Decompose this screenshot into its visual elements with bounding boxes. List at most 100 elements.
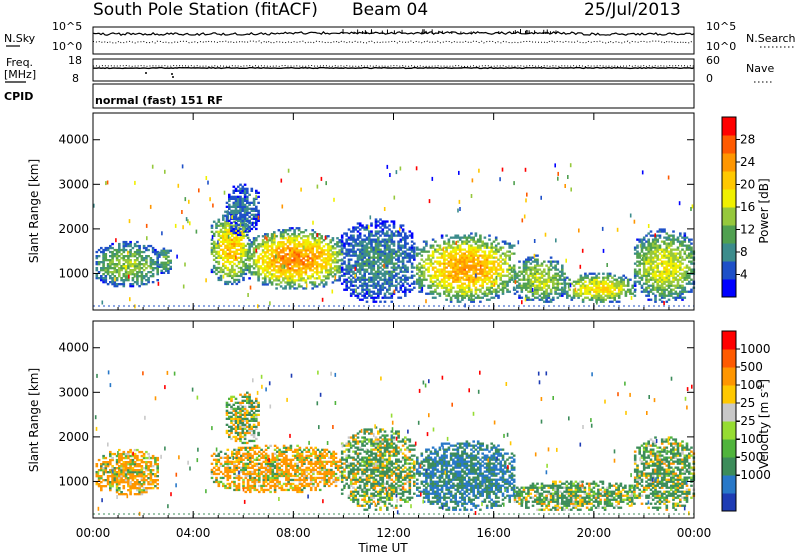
echo-cell: [488, 290, 491, 293]
echo-cell: [147, 265, 150, 268]
echo-cell: [443, 256, 446, 259]
echo-cell: [347, 264, 351, 267]
echo-cell: [347, 280, 351, 283]
echo-cell: [164, 253, 168, 256]
echo-cell: [306, 259, 310, 262]
echo-cell: [688, 244, 691, 247]
echo-cell: [588, 272, 592, 275]
echo-cell: [586, 288, 589, 291]
echo-cell: [572, 290, 576, 293]
echo-cell: [244, 250, 248, 253]
echo-cell: [558, 274, 562, 277]
echo-cell: [273, 263, 276, 266]
echo-cell: [160, 269, 163, 272]
echo-cell: [120, 491, 123, 494]
echo-cell: [372, 282, 376, 285]
echo-cell: [665, 262, 669, 265]
echo-cell: [556, 274, 560, 277]
echo-cell: [645, 274, 648, 277]
echo-cell: [418, 262, 421, 265]
echo-cell: [133, 269, 137, 272]
echo-cell: [306, 243, 310, 246]
echo-cell: [640, 244, 644, 247]
echo-cell: [322, 261, 326, 264]
echo-cell: [215, 230, 218, 233]
echo-cell: [95, 263, 99, 266]
echo-cell: [215, 242, 218, 245]
echo-cell: [210, 268, 214, 272]
echo-cell: [581, 298, 585, 301]
echo-cell: [651, 282, 655, 285]
echo-cell: [270, 233, 274, 236]
echo-cell: [645, 288, 648, 291]
echo-cell: [374, 274, 378, 277]
echo-cell: [490, 286, 493, 289]
echo-point: [531, 287, 534, 292]
echo-cell: [261, 235, 265, 238]
echo-cell: [651, 268, 655, 271]
echo-cell: [516, 276, 519, 279]
echo-cell: [261, 263, 265, 266]
echo-cell: [320, 279, 323, 282]
echo-cell: [210, 252, 214, 255]
echo-cell: [120, 477, 123, 480]
echo-cell: [239, 233, 242, 237]
echo-cell: [527, 282, 530, 285]
echo-cell: [340, 250, 344, 253]
echo-cell: [315, 277, 319, 280]
echo-cell: [356, 254, 360, 257]
echo-cell: [109, 483, 112, 486]
echo-cell: [620, 292, 623, 295]
echo-cell: [118, 469, 121, 472]
echo-cell: [483, 280, 487, 283]
y-tick-label: 1000: [58, 266, 89, 280]
echo-cell: [95, 269, 99, 272]
echo-cell: [474, 292, 478, 295]
echo-cell: [434, 266, 437, 269]
echo-cell: [554, 264, 557, 267]
echo-cell: [540, 296, 544, 299]
echo-cell: [120, 279, 123, 282]
echo-cell: [458, 256, 462, 259]
echo-cell: [231, 238, 234, 241]
echo-cell: [133, 281, 137, 284]
echo-cell: [397, 256, 400, 259]
echo-point: [574, 287, 577, 292]
echo-cell: [538, 294, 542, 297]
echo-cell: [622, 282, 625, 285]
echo-cell: [529, 274, 533, 277]
echo-cell: [392, 268, 396, 271]
echo-cell: [672, 230, 675, 233]
echo-cell: [109, 487, 112, 490]
echo-cell: [670, 250, 673, 253]
echo-cell: [333, 279, 337, 282]
echo-cell: [685, 248, 689, 251]
echo-cell: [95, 255, 99, 258]
echo-cell: [140, 275, 144, 278]
echo-cell: [122, 248, 126, 252]
echo-cell: [156, 265, 159, 268]
echo-cell: [109, 267, 112, 270]
echo-cell: [217, 254, 221, 257]
echo-cell: [361, 298, 364, 301]
echo-cell: [327, 269, 330, 272]
echo-cell: [395, 272, 398, 275]
echo-cell: [599, 290, 603, 293]
echo-cell: [656, 270, 659, 273]
echo-cell: [120, 277, 123, 280]
echo-cell: [226, 256, 230, 259]
echo-cell: [467, 258, 471, 261]
echo-cell: [545, 282, 548, 285]
echo-cell: [379, 254, 382, 257]
echo-cell: [681, 236, 684, 239]
echo-cell: [241, 217, 245, 220]
echo-cell: [474, 252, 478, 255]
echo-cell: [647, 292, 650, 295]
echo-cell: [264, 251, 267, 254]
echo-cell: [358, 298, 362, 301]
echo-point: [184, 262, 186, 267]
echo-cell: [377, 232, 380, 235]
echo-cell: [566, 290, 569, 293]
echo-cell: [222, 270, 225, 274]
echo-cell: [399, 226, 403, 229]
